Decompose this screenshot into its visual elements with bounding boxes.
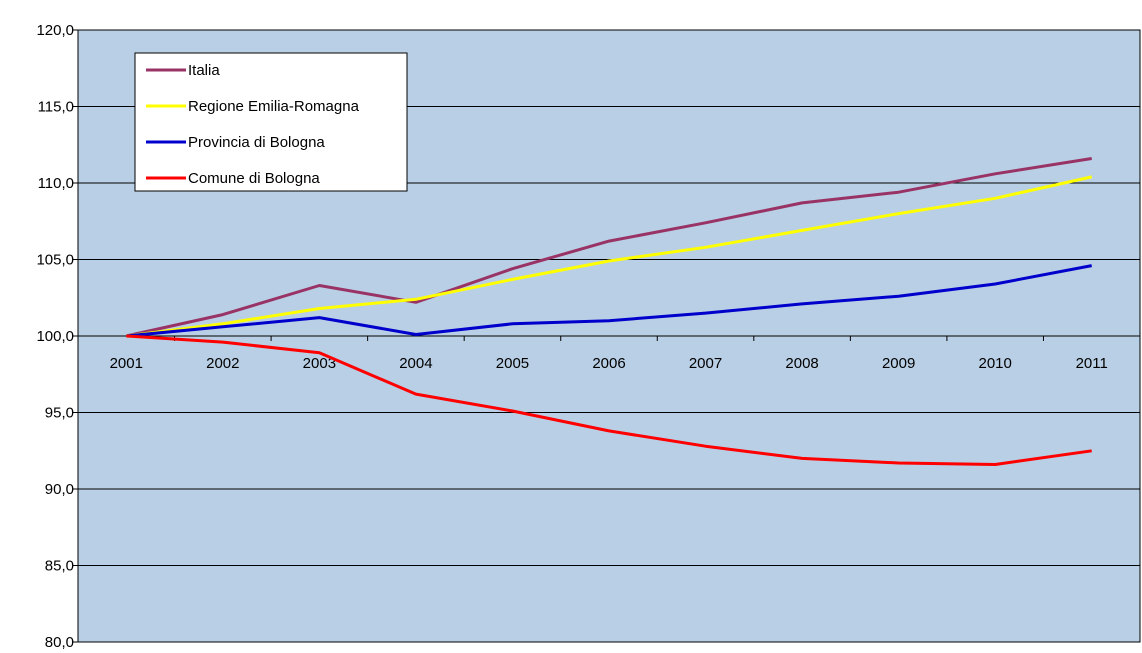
series-line [125, 157, 1092, 338]
x-tick-label: 2009 [882, 355, 915, 372]
x-tick-label: 2003 [303, 355, 336, 372]
legend-label: Comune di Bologna [188, 170, 320, 187]
series-line [126, 334, 1092, 466]
series-line [126, 264, 1092, 338]
y-tick-label: 115,0 [38, 99, 74, 116]
x-tick-label: 2008 [785, 355, 818, 372]
x-tick-label: 2001 [110, 355, 143, 372]
series-lines [125, 157, 1093, 466]
series-line [126, 175, 1093, 338]
y-tick-label: 110,0 [38, 175, 74, 192]
legend-box [134, 52, 408, 192]
x-tick-label: 2007 [689, 355, 722, 372]
y-tick-label: 80,0 [45, 634, 74, 651]
x-tick-label: 2005 [496, 355, 529, 372]
x-tick-label: 2010 [978, 355, 1011, 372]
legend-label: Regione Emilia-Romagna [188, 98, 360, 115]
y-tick-label: 85,0 [45, 558, 74, 575]
y-tick-label: 100,0 [36, 328, 74, 345]
y-tick-label: 105,0 [36, 252, 74, 269]
legend-label: Provincia di Bologna [188, 134, 325, 151]
y-tick-label: 120,0 [36, 22, 74, 39]
x-tick-label: 2006 [592, 355, 625, 372]
x-tick-label: 2002 [206, 355, 239, 372]
y-tick-label: 95,0 [45, 405, 74, 422]
y-tick-label: 90,0 [45, 481, 74, 498]
x-tick-label: 2004 [399, 355, 432, 372]
x-tick-label: 2011 [1076, 355, 1108, 372]
legend: Italia Regione Emilia-Romagna Provincia di… [134, 52, 408, 192]
legend-label: Italia [188, 62, 220, 79]
y-axis: 120,0 115,0 110,0 105,0 100,0 95,0 90,0 85,0 80,… [36, 22, 78, 651]
